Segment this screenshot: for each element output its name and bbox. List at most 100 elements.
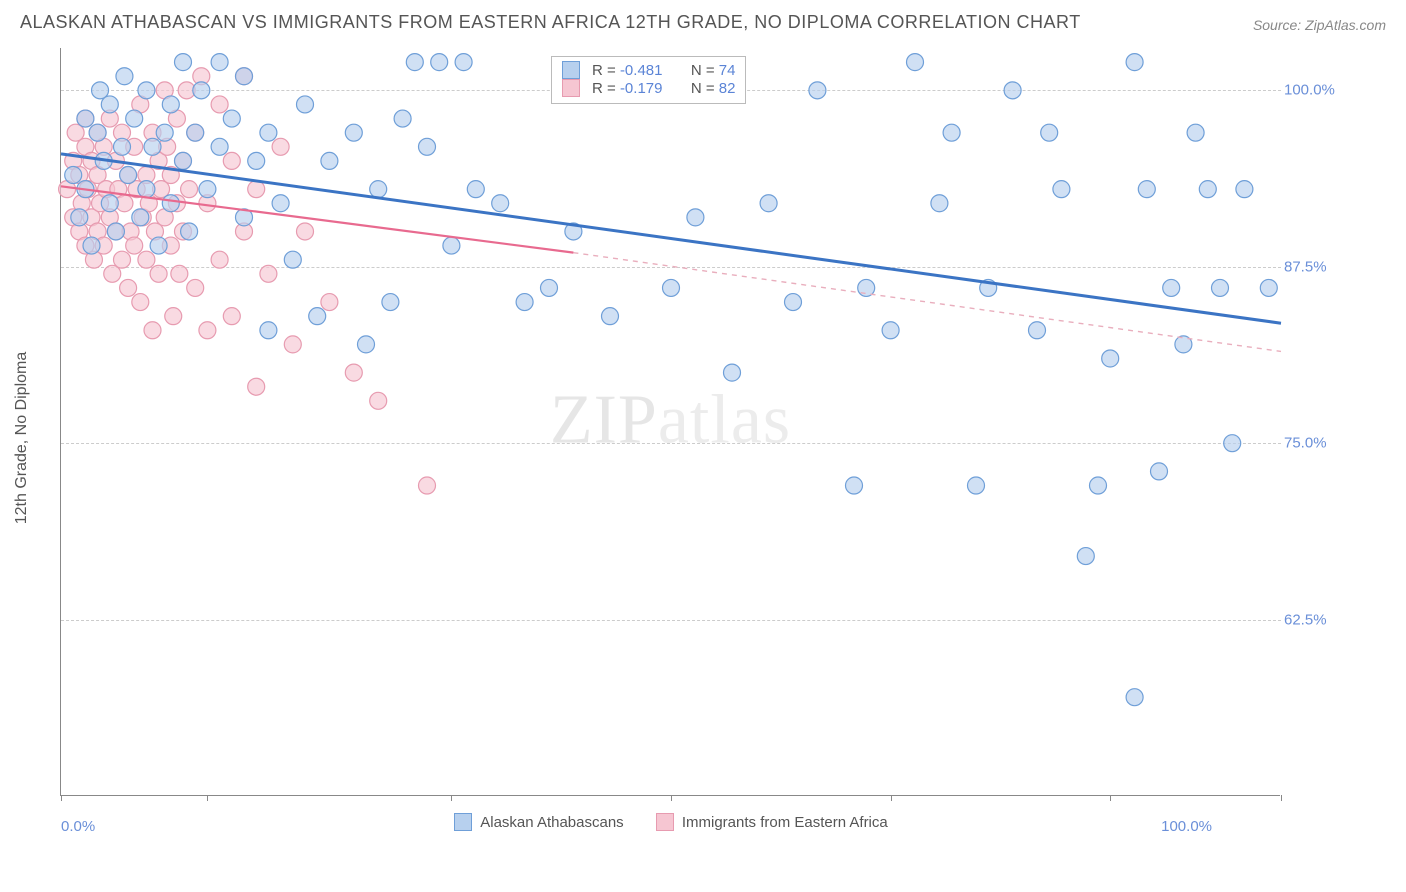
source-link[interactable]: ZipAtlas.com [1305,17,1386,33]
scatter-point-a [175,54,192,71]
scatter-point-a [107,223,124,240]
scatter-point-a [236,68,253,85]
chart-container: 12th Grade, No Diploma ZIPatlas 62.5%75.… [60,48,1350,828]
scatter-point-a [309,308,326,325]
scatter-point-b [120,279,137,296]
y-tick-label: 100.0% [1284,82,1346,99]
scatter-point-a [1212,279,1229,296]
stats-row-a: R = -0.481 N = 74 [562,61,735,79]
scatter-svg [61,48,1281,796]
scatter-point-a [1187,124,1204,141]
legend-item-b: Immigrants from Eastern Africa [656,813,888,831]
scatter-point-a [248,152,265,169]
scatter-point-a [260,124,277,141]
scatter-point-a [760,195,777,212]
y-tick-label: 75.0% [1284,435,1346,452]
scatter-point-a [431,54,448,71]
y-axis-title: 12th Grade, No Diploma [13,352,31,525]
scatter-point-a [882,322,899,339]
scatter-point-a [1053,181,1070,198]
scatter-point-a [1077,548,1094,565]
swatch-a-icon [562,61,580,79]
scatter-point-a [943,124,960,141]
scatter-point-a [394,110,411,127]
scatter-point-a [931,195,948,212]
y-tick-label: 62.5% [1284,611,1346,628]
scatter-point-b [211,251,228,268]
scatter-point-a [144,138,161,155]
scatter-point-a [516,294,533,311]
scatter-point-a [358,336,375,353]
scatter-point-a [272,195,289,212]
scatter-point-a [138,82,155,99]
scatter-point-a [1236,181,1253,198]
scatter-point-b [126,237,143,254]
scatter-point-b [150,265,167,282]
scatter-point-a [193,82,210,99]
scatter-point-b [223,308,240,325]
scatter-point-a [175,152,192,169]
scatter-point-b [114,251,131,268]
plot-area: ZIPatlas 62.5%75.0%87.5%100.0% R = -0.48… [60,48,1280,796]
scatter-point-a [1029,322,1046,339]
scatter-point-b [211,96,228,113]
scatter-point-a [1041,124,1058,141]
scatter-point-a [687,209,704,226]
stats-row-b: R = -0.179 N = 82 [562,79,735,97]
scatter-point-a [370,181,387,198]
scatter-point-a [260,322,277,339]
scatter-point-a [455,54,472,71]
scatter-point-a [492,195,509,212]
scatter-point-a [785,294,802,311]
scatter-point-a [211,54,228,71]
scatter-point-b [165,308,182,325]
scatter-point-b [138,251,155,268]
scatter-point-a [724,364,741,381]
scatter-point-a [846,477,863,494]
scatter-point-a [132,209,149,226]
scatter-point-a [419,138,436,155]
scatter-point-a [382,294,399,311]
scatter-point-b [199,322,216,339]
scatter-point-a [120,167,137,184]
scatter-point-b [181,181,198,198]
scatter-point-a [406,54,423,71]
scatter-point-a [284,251,301,268]
scatter-point-a [77,110,94,127]
scatter-point-a [199,181,216,198]
scatter-point-a [83,237,100,254]
scatter-point-a [1090,477,1107,494]
scatter-point-a [71,209,88,226]
scatter-point-b [187,279,204,296]
scatter-point-a [907,54,924,71]
swatch-a-icon [454,813,472,831]
scatter-point-a [1260,279,1277,296]
x-tick [1281,795,1282,801]
scatter-point-a [116,68,133,85]
scatter-point-b [419,477,436,494]
scatter-point-a [968,477,985,494]
scatter-point-a [1138,181,1155,198]
scatter-point-a [101,195,118,212]
scatter-point-a [187,124,204,141]
scatter-point-a [101,96,118,113]
scatter-point-a [126,110,143,127]
scatter-point-b [223,152,240,169]
scatter-point-b [370,392,387,409]
scatter-point-a [211,138,228,155]
chart-title: ALASKAN ATHABASCAN VS IMMIGRANTS FROM EA… [20,12,1081,33]
stats-legend-box: R = -0.481 N = 74 R = -0.179 N = 82 [551,56,746,104]
scatter-point-a [1126,689,1143,706]
scatter-point-a [89,124,106,141]
scatter-point-b [272,138,289,155]
scatter-point-a [663,279,680,296]
scatter-point-a [114,138,131,155]
scatter-point-a [1102,350,1119,367]
scatter-point-a [223,110,240,127]
scatter-point-a [156,124,173,141]
trendline-b-extrapolated [573,253,1281,352]
scatter-point-b [260,265,277,282]
scatter-point-a [541,279,558,296]
scatter-point-a [1151,463,1168,480]
scatter-point-a [138,181,155,198]
